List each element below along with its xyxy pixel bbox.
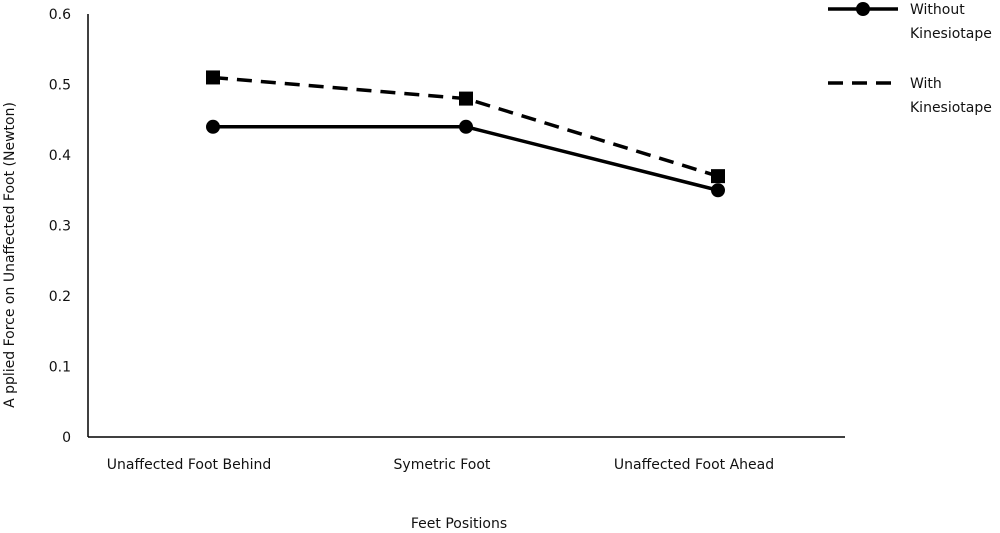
legend-label: With (910, 76, 942, 92)
data-point-square (711, 169, 725, 184)
y-tick-labels: 0 0.1 0.2 0.3 0.4 0.5 0.6 (49, 7, 71, 446)
y-tick-label: 0.6 (49, 7, 71, 23)
data-point-square (206, 70, 220, 85)
y-tick-label: 0.5 (49, 78, 71, 94)
x-category-label: Unaffected Foot Ahead (614, 457, 774, 473)
y-tick-label: 0.4 (49, 148, 71, 164)
series-with-kinesiotape (206, 70, 725, 184)
y-tick-label: 0.3 (49, 219, 71, 235)
data-point-circle (459, 119, 473, 134)
data-point-square (459, 91, 473, 106)
x-category-label: Unaffected Foot Behind (107, 457, 271, 473)
y-tick-label: 0.1 (49, 360, 71, 376)
data-point-circle (711, 183, 725, 198)
y-tick-label: 0 (62, 430, 71, 446)
data-point-circle (206, 119, 220, 134)
series-line (213, 125, 719, 192)
x-category-label: Symetric Foot (394, 457, 491, 473)
y-axis-title: A pplied Force on Unaffected Foot (Newto… (2, 102, 18, 408)
legend-label: Without (910, 2, 965, 18)
legend-item: Without Kinesiotape (828, 2, 992, 42)
legend-label: Kinesiotape (910, 26, 992, 42)
legend-item: With Kinesiotape (828, 76, 992, 116)
y-axis: 0 0.1 0.2 0.3 0.4 0.5 0.6 (49, 7, 89, 446)
x-axis: Unaffected Foot Behind Symetric Foot Unaff… (88, 436, 845, 473)
series-without-kinesiotape (206, 119, 725, 198)
series-layer (206, 70, 725, 198)
legend-marker (856, 2, 870, 16)
x-category-labels: Unaffected Foot Behind Symetric Foot Unaff… (107, 457, 774, 473)
y-tick-label: 0.2 (49, 289, 71, 305)
x-axis-title: Feet Positions (411, 516, 507, 532)
legend-label: Kinesiotape (910, 100, 992, 116)
legend: Without Kinesiotape With Kinesiotape (828, 2, 992, 116)
